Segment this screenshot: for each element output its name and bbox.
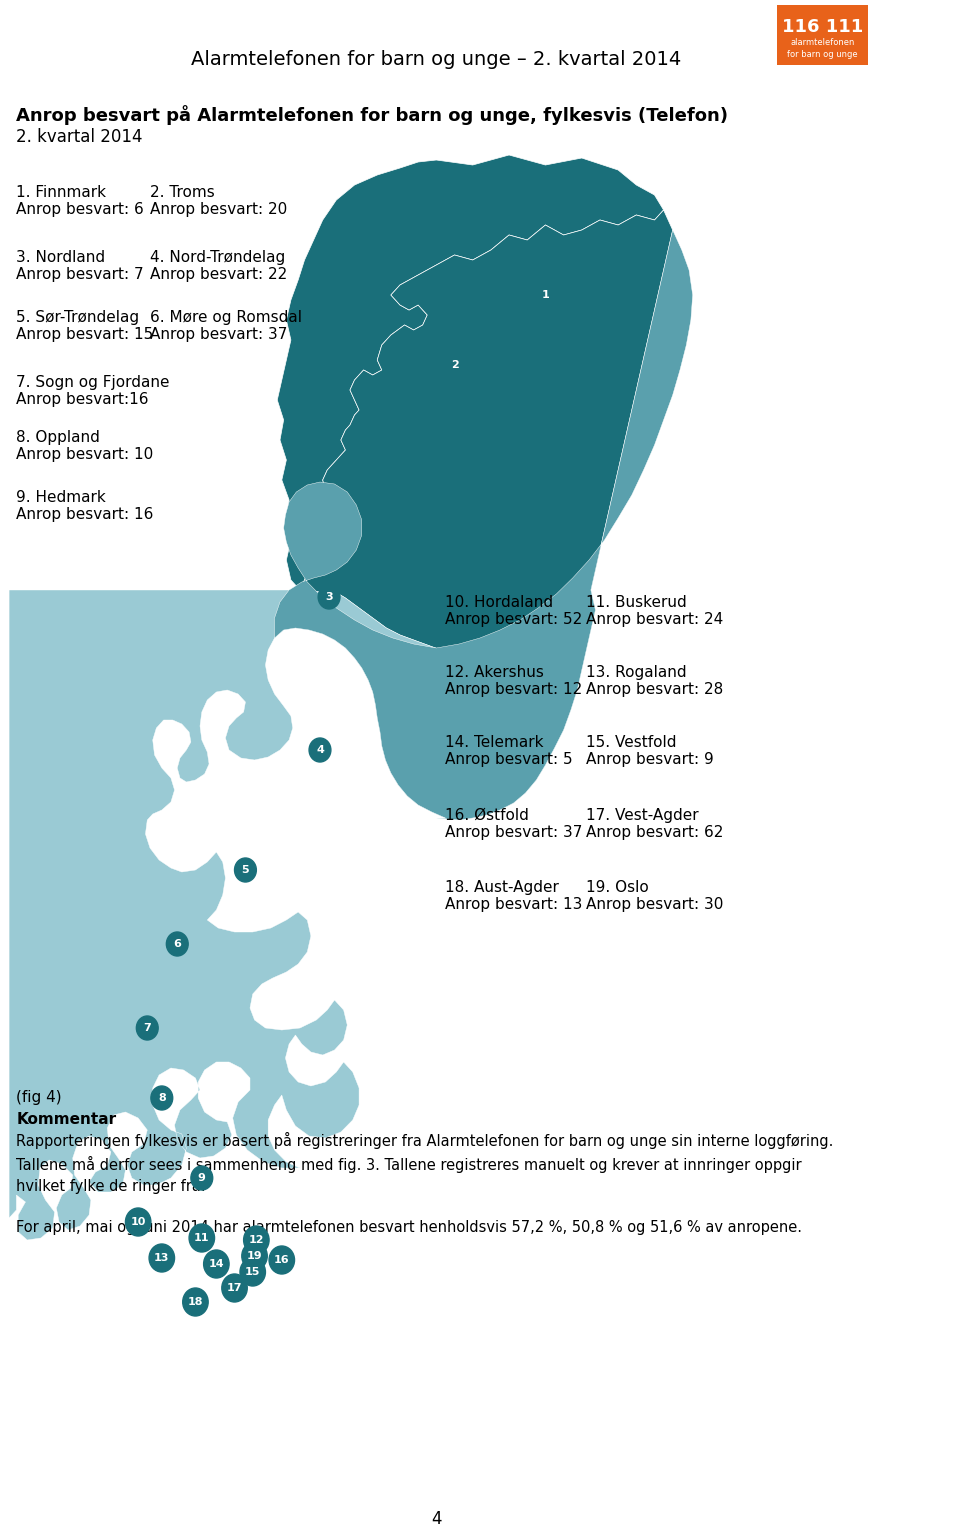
Text: (fig 4): (fig 4) — [16, 1090, 62, 1105]
Text: Anrop besvart: 37: Anrop besvart: 37 — [150, 327, 287, 343]
Text: Anrop besvart: 28: Anrop besvart: 28 — [587, 682, 724, 696]
Text: 18: 18 — [188, 1297, 204, 1306]
Circle shape — [309, 738, 331, 762]
Text: 3: 3 — [325, 592, 333, 603]
Circle shape — [151, 1087, 173, 1110]
Text: 4: 4 — [316, 745, 324, 755]
Circle shape — [242, 1242, 267, 1270]
Text: 9. Hedmark: 9. Hedmark — [16, 490, 107, 506]
Text: Anrop besvart: 22: Anrop besvart: 22 — [150, 267, 287, 281]
Circle shape — [240, 1257, 265, 1286]
Text: 7: 7 — [143, 1024, 151, 1033]
Text: 1. Finnmark: 1. Finnmark — [16, 184, 107, 200]
Text: 5: 5 — [242, 865, 250, 875]
Circle shape — [535, 283, 557, 307]
Circle shape — [244, 1227, 269, 1254]
Polygon shape — [300, 211, 673, 655]
Text: 6. Møre og Romsdal: 6. Møre og Romsdal — [150, 310, 302, 324]
Text: Kommentar: Kommentar — [16, 1111, 116, 1127]
Circle shape — [444, 354, 466, 377]
Text: 19: 19 — [247, 1251, 262, 1260]
Polygon shape — [275, 231, 693, 821]
Text: 12. Akershus: 12. Akershus — [445, 666, 544, 679]
Text: 2. Troms: 2. Troms — [150, 184, 215, 200]
Text: 18. Aust-Agder: 18. Aust-Agder — [445, 881, 560, 895]
Text: 5. Sør-Trøndelag: 5. Sør-Trøndelag — [16, 310, 139, 324]
Circle shape — [126, 1208, 151, 1236]
Text: For april, mai og juni 2014 har alarmtelefonen besvart henholdsvis 57,2 %, 50,8 : For april, mai og juni 2014 har alarmtel… — [16, 1220, 803, 1236]
FancyBboxPatch shape — [778, 5, 868, 65]
Circle shape — [318, 586, 340, 609]
Text: 19. Oslo: 19. Oslo — [587, 881, 649, 895]
Text: Anrop besvart: 5: Anrop besvart: 5 — [445, 752, 573, 767]
Circle shape — [166, 931, 188, 956]
Text: 16. Østfold: 16. Østfold — [445, 808, 529, 822]
Circle shape — [191, 1167, 213, 1190]
Text: Anrop besvart: 10: Anrop besvart: 10 — [16, 447, 154, 463]
Text: 8. Oppland: 8. Oppland — [16, 430, 100, 446]
Text: 10: 10 — [131, 1217, 146, 1227]
Text: Anrop besvart: 13: Anrop besvart: 13 — [445, 898, 583, 911]
Text: 16: 16 — [274, 1256, 290, 1265]
Text: Anrop besvart: 12: Anrop besvart: 12 — [445, 682, 583, 696]
Text: 13. Rogaland: 13. Rogaland — [587, 666, 687, 679]
Text: 6: 6 — [174, 939, 181, 948]
Text: 4. Nord-Trøndelag: 4. Nord-Trøndelag — [150, 251, 285, 264]
Circle shape — [222, 1274, 248, 1302]
Text: Anrop besvart: 37: Anrop besvart: 37 — [445, 825, 583, 841]
Text: 2: 2 — [450, 360, 458, 370]
Text: Anrop besvart: 52: Anrop besvart: 52 — [445, 612, 583, 627]
Text: 1: 1 — [541, 290, 549, 300]
Text: Anrop besvart:16: Anrop besvart:16 — [16, 392, 149, 407]
Text: 12: 12 — [249, 1236, 264, 1245]
Text: 13: 13 — [155, 1253, 170, 1263]
Text: Alarmtelefonen for barn og unge – 2. kvartal 2014: Alarmtelefonen for barn og unge – 2. kva… — [191, 51, 682, 69]
Text: Anrop besvart: 30: Anrop besvart: 30 — [587, 898, 724, 911]
Text: Anrop besvart: 15: Anrop besvart: 15 — [16, 327, 154, 343]
Text: 14. Telemark: 14. Telemark — [445, 735, 544, 750]
Text: Anrop besvart: 7: Anrop besvart: 7 — [16, 267, 144, 281]
Text: Rapporteringen fylkesvis er basert på registreringer fra Alarmtelefonen for barn: Rapporteringen fylkesvis er basert på re… — [16, 1131, 833, 1194]
Circle shape — [149, 1243, 175, 1273]
Text: Anrop besvart: 24: Anrop besvart: 24 — [587, 612, 724, 627]
Text: 2. kvartal 2014: 2. kvartal 2014 — [16, 128, 143, 146]
Text: Anrop besvart: 6: Anrop besvart: 6 — [16, 201, 144, 217]
Polygon shape — [9, 590, 595, 1240]
Polygon shape — [277, 155, 663, 590]
Text: 17: 17 — [227, 1283, 242, 1293]
Text: 10. Hordaland: 10. Hordaland — [445, 595, 554, 610]
Text: Anrop besvart: 9: Anrop besvart: 9 — [587, 752, 714, 767]
Text: 14: 14 — [208, 1259, 225, 1270]
Text: 11: 11 — [194, 1233, 209, 1243]
Circle shape — [269, 1247, 295, 1274]
Text: alarmtelefonen
for barn og unge: alarmtelefonen for barn og unge — [787, 38, 858, 58]
Text: Anrop besvart: 62: Anrop besvart: 62 — [587, 825, 724, 841]
Text: 4: 4 — [431, 1509, 442, 1528]
Circle shape — [204, 1250, 229, 1277]
Circle shape — [182, 1288, 208, 1316]
Text: Anrop besvart på Alarmtelefonen for barn og unge, fylkesvis (Telefon): Anrop besvart på Alarmtelefonen for barn… — [16, 105, 729, 124]
Text: 15: 15 — [245, 1266, 260, 1277]
Text: 9: 9 — [198, 1173, 205, 1183]
Text: 116 111: 116 111 — [782, 18, 863, 35]
Text: 17. Vest-Agder: 17. Vest-Agder — [587, 808, 699, 822]
Text: 3. Nordland: 3. Nordland — [16, 251, 106, 264]
Circle shape — [189, 1223, 214, 1253]
Text: 11. Buskerud: 11. Buskerud — [587, 595, 687, 610]
Text: 7. Sogn og Fjordane: 7. Sogn og Fjordane — [16, 375, 170, 390]
Circle shape — [234, 858, 256, 882]
Text: Anrop besvart: 16: Anrop besvart: 16 — [16, 507, 154, 523]
Text: 8: 8 — [158, 1093, 166, 1104]
Text: 15. Vestfold: 15. Vestfold — [587, 735, 677, 750]
Text: Anrop besvart: 20: Anrop besvart: 20 — [150, 201, 287, 217]
Circle shape — [136, 1016, 158, 1041]
